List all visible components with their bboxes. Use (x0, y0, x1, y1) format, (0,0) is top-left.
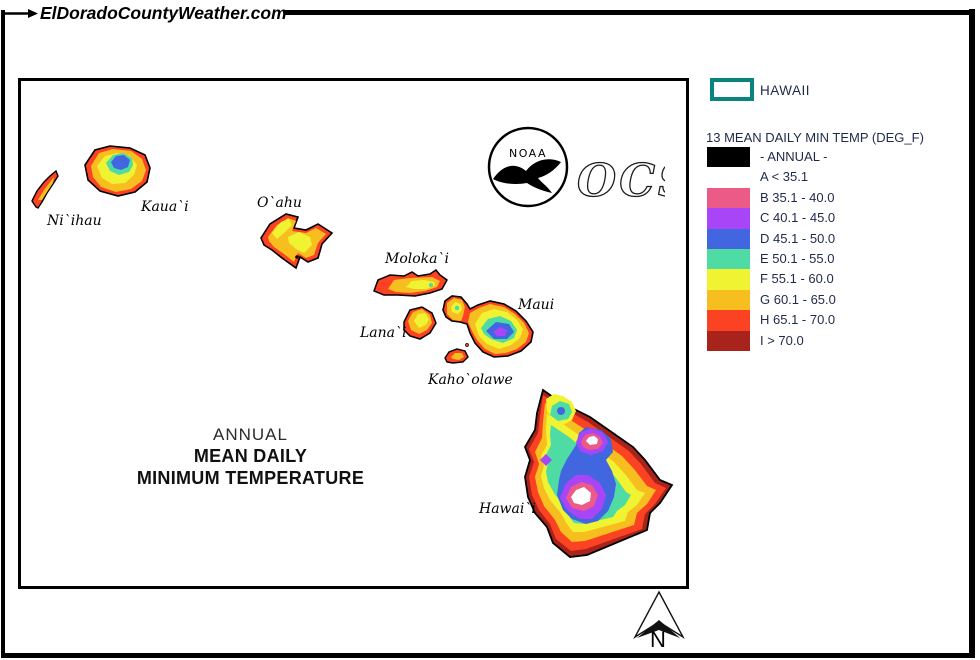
island-lanai-zone-yellow (414, 313, 429, 328)
island-oahu-harbor-dot (295, 255, 299, 259)
islet-molokini-dot (465, 343, 469, 347)
legend-swatch-f (707, 269, 750, 290)
island-kahoolawe-zone-amber (451, 353, 464, 360)
legend-row-b: B 35.1 - 40.0 (707, 187, 836, 209)
legend-row-c: C 40.1 - 45.0 (707, 208, 836, 229)
island-molokai-zone-yellow (406, 280, 435, 289)
legend-label-a: A < 35.1 (760, 169, 809, 185)
legend-row-d: D 45.1 - 50.0 (707, 228, 836, 249)
island-hawaii-maunakea-white (586, 436, 598, 445)
island-molokai-zone-green (429, 283, 433, 287)
island-label-kauai: Kaua`i (141, 199, 189, 215)
legend-label-annual: - ANNUAL - (760, 149, 828, 164)
legend-row-e: E 50.1 - 55.0 (707, 248, 836, 270)
legend-label-e: E 50.1 - 55.0 (760, 250, 835, 266)
legend-swatch-e (707, 248, 750, 270)
map-title-line1: ANNUAL (213, 425, 288, 444)
page-border-bottom (1, 653, 975, 658)
island-oahu-zone-yellow-central (288, 232, 312, 253)
legend-row-i: I > 70.0 (707, 330, 836, 351)
page-border-right (969, 9, 975, 658)
island-hawaii-maunaloa-white (571, 487, 591, 505)
island-hawaii-hualalai-purple (540, 454, 552, 466)
legend-row-f: F 55.1 - 60.0 (707, 269, 836, 290)
island-label-kahoolawe: Kaho`olawe (428, 372, 513, 388)
legend-swatch-g (707, 289, 750, 311)
north-arrow-label: N (650, 627, 666, 652)
legend-swatch-d (707, 228, 750, 249)
map-title: ANNUAL MEAN DAILY MINIMUM TEMPERATURE (128, 424, 373, 489)
island-hawaii-kohala-blue (557, 407, 565, 415)
header-arrow-icon (2, 9, 38, 18)
legend-label-g: G 60.1 - 65.0 (760, 291, 836, 307)
legend-label-i: I > 70.0 (760, 332, 804, 348)
island-label-hawaii: Hawai`i (479, 501, 536, 517)
legend-swatch-i (707, 330, 750, 351)
island-maui-east-purple (493, 327, 507, 336)
island-maui-west-green (454, 305, 460, 311)
legend-swatch-annual (707, 147, 750, 168)
map-title-line2: MEAN DAILY (193, 446, 308, 466)
legend-label-b: B 35.1 - 40.0 (760, 189, 835, 205)
island-label-molokai: Moloka`i (385, 251, 449, 267)
island-label-niihau: Ni`ihau (47, 213, 102, 229)
island-label-oahu: O`ahu (257, 195, 302, 211)
legend-swatch-c (707, 208, 750, 229)
legend-label-c: C 40.1 - 45.0 (760, 210, 836, 226)
legend-row-annual: - ANNUAL - (707, 147, 836, 168)
ocs-logo-text: OCS (577, 154, 665, 207)
hawaii-islands-map (31, 145, 674, 558)
legend-swatch-b (707, 187, 750, 209)
page-border-left (1, 10, 5, 658)
legend: - ANNUAL - A < 35.1 B 35.1 - 40.0 C 40.1… (707, 147, 836, 351)
island-niihau-zone-amber (38, 177, 54, 200)
hawaii-region-swatch (710, 78, 754, 101)
legend-title: 13 MEAN DAILY MIN TEMP (DEG_F) (706, 130, 924, 145)
header-rule (283, 10, 970, 15)
noaa-bird-icon (493, 159, 561, 193)
noaa-logo-circle (487, 126, 569, 208)
noaa-logo-text: NOAA (509, 147, 547, 160)
legend-label-h: H 65.1 - 70.0 (760, 312, 836, 328)
island-label-maui: Maui (518, 297, 555, 313)
legend-row-g: G 60.1 - 65.0 (707, 289, 836, 311)
north-arrow-icon (633, 590, 685, 639)
island-kauai-zone-blue (111, 155, 130, 170)
legend-swatch-a (707, 167, 750, 188)
island-label-lanai: Lana`i (360, 325, 407, 341)
map-title-line3: MINIMUM TEMPERATURE (136, 468, 365, 488)
legend-row-a: A < 35.1 (707, 167, 836, 188)
legend-label-f: F 55.1 - 60.0 (760, 271, 834, 287)
island-oahu-zone-yellow-west (272, 219, 292, 239)
legend-label-d: D 45.1 - 50.0 (760, 230, 836, 246)
legend-row-h: H 65.1 - 70.0 (707, 310, 836, 331)
noaa-ocs-logo: NOAA OCS (487, 126, 665, 208)
legend-swatch-h (707, 310, 750, 331)
hawaii-region-label: HAWAII (760, 83, 810, 98)
site-title: ElDoradoCountyWeather.com (40, 3, 287, 23)
